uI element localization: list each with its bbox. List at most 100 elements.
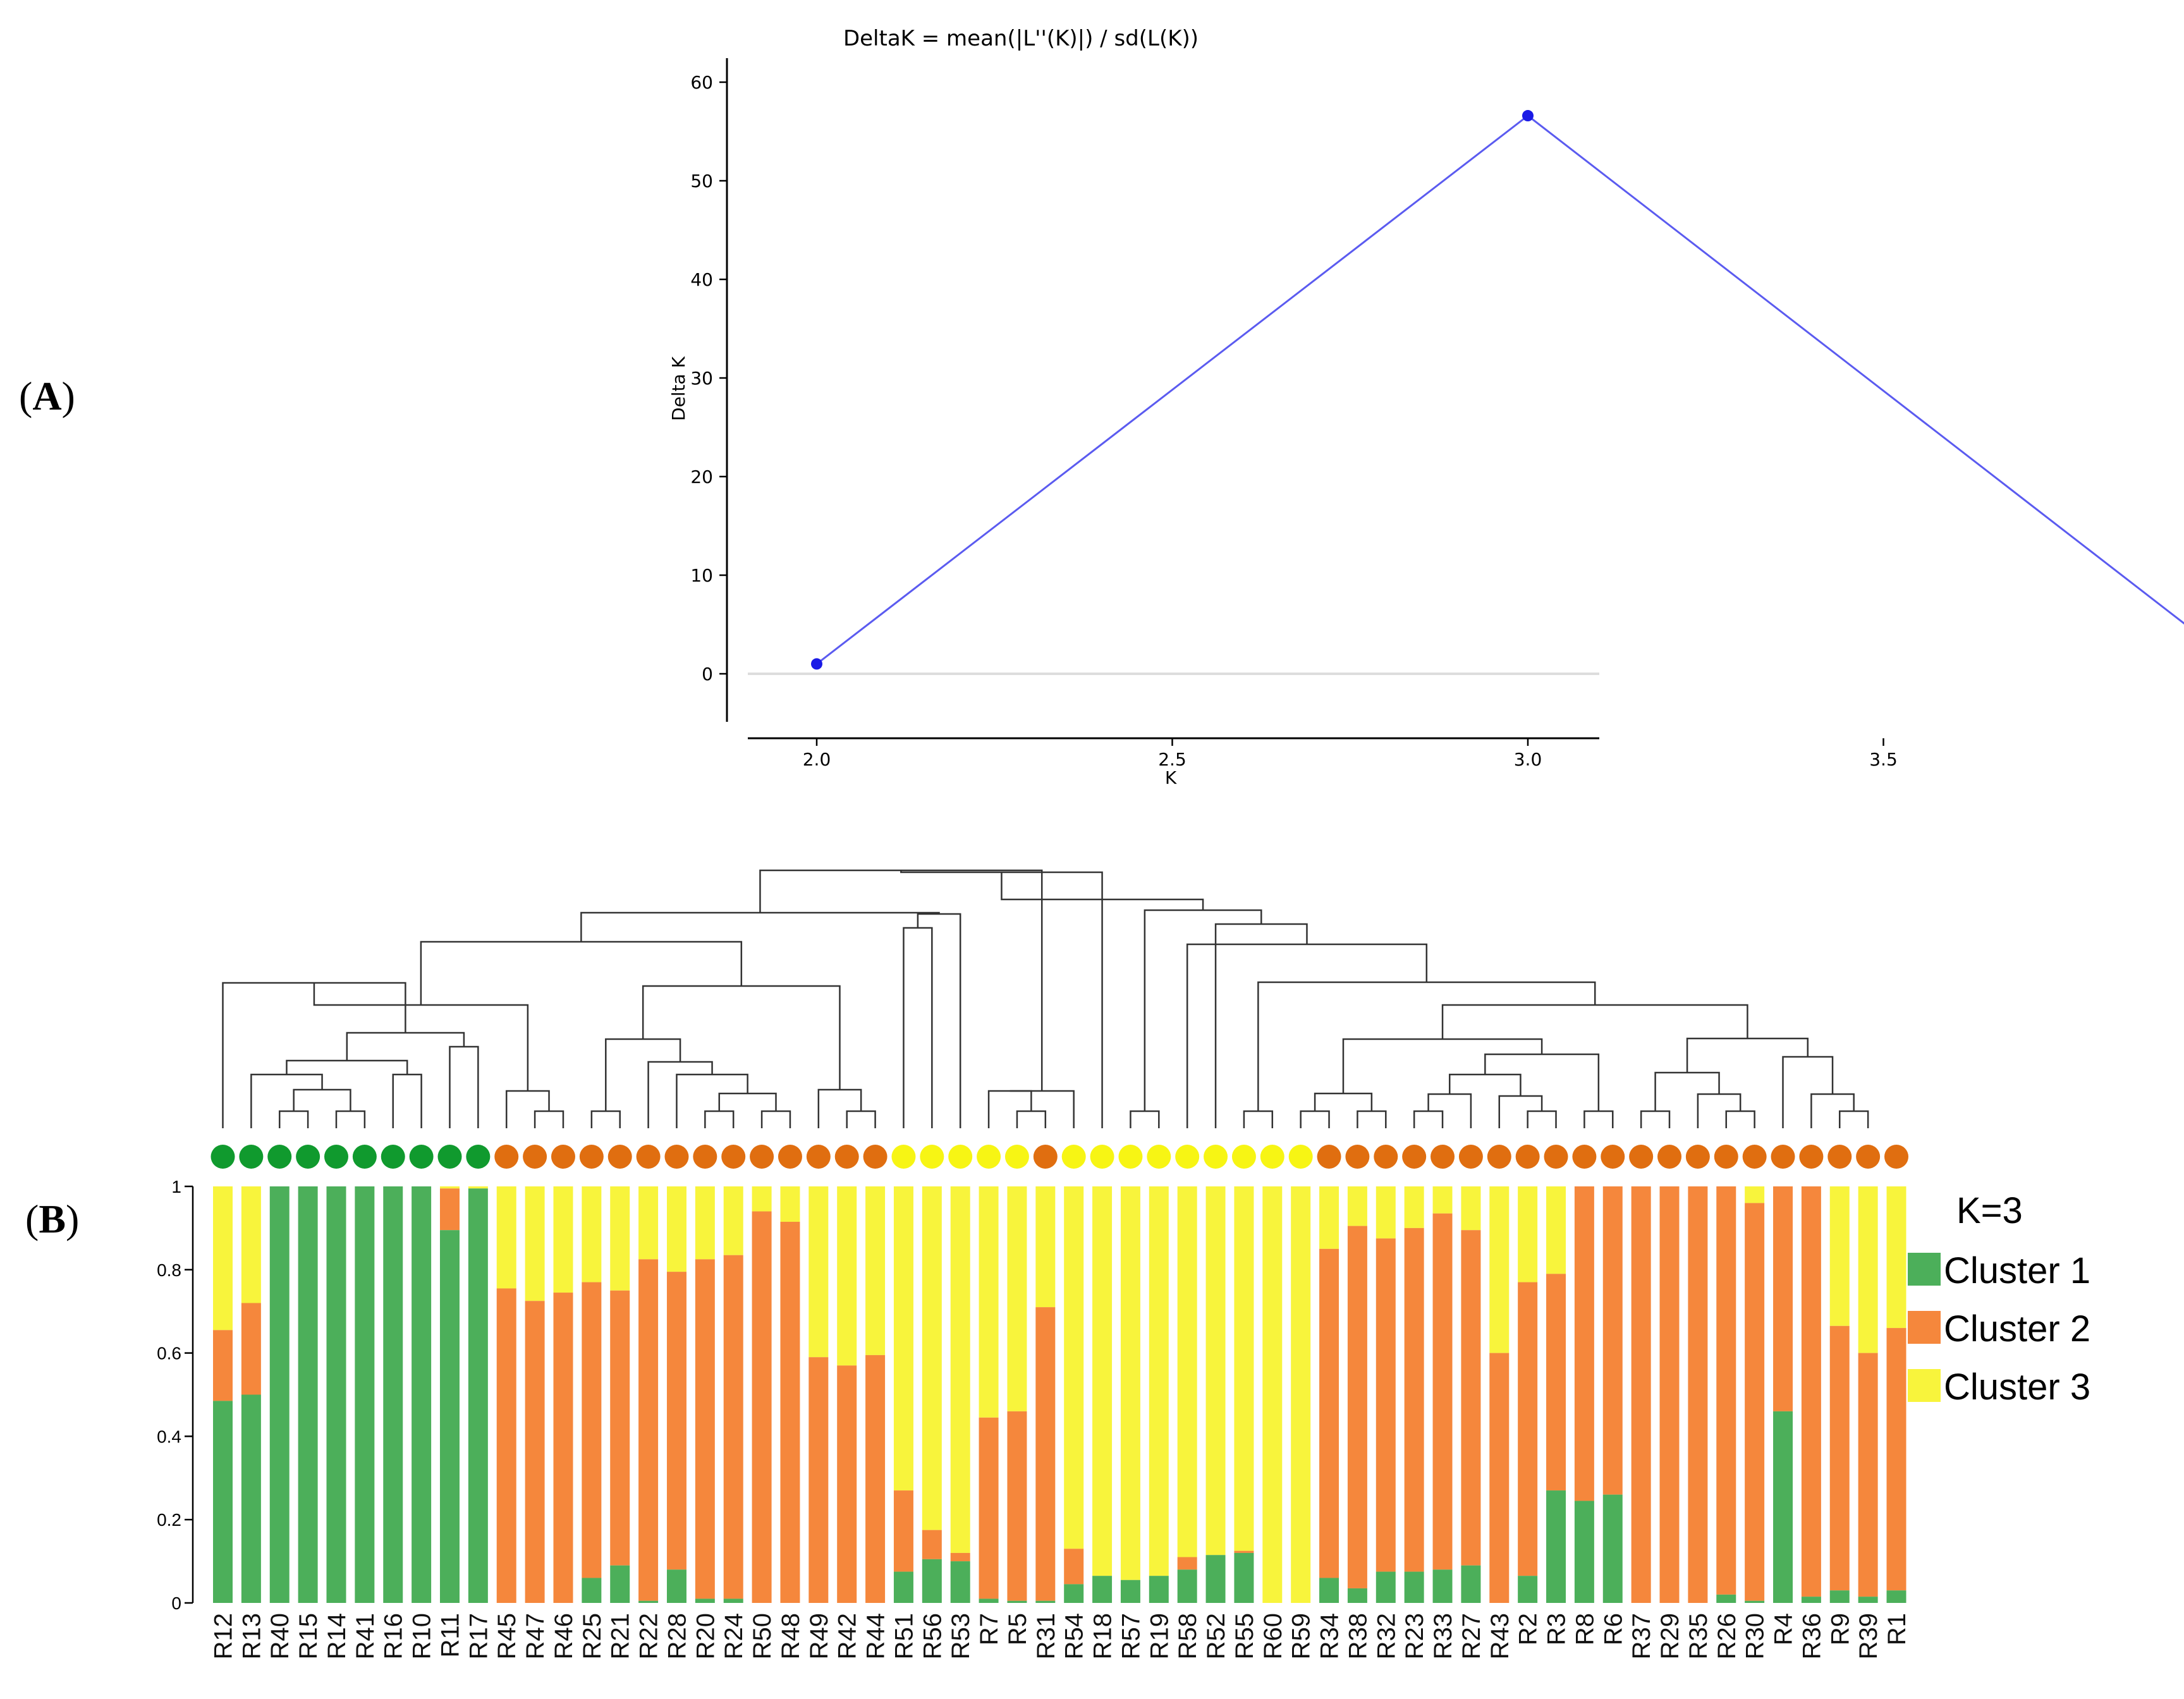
panel-label-b: (B) (25, 1197, 79, 1241)
sample-label: R19 (1145, 1613, 1173, 1659)
dendrogram-link (1640, 1110, 1671, 1128)
bar-segment-cluster-1 (468, 1188, 488, 1603)
group-marker (409, 1145, 434, 1169)
group-marker (607, 1145, 632, 1169)
dendrogram-link (1214, 923, 1308, 1128)
group-marker (1799, 1145, 1824, 1169)
bar-R6 (1602, 1186, 1623, 1603)
bar-R33 (1432, 1186, 1453, 1603)
sample-label: R7 (975, 1613, 1003, 1645)
y-tick-label: 0 (702, 664, 713, 685)
bar-R5 (1007, 1186, 1027, 1603)
group-marker (1657, 1145, 1682, 1169)
bar-segment-cluster-1 (269, 1186, 290, 1603)
bar-segment-cluster-1 (950, 1561, 970, 1603)
bar-segment-cluster-3 (1432, 1186, 1453, 1214)
bar-segment-cluster-3 (1518, 1186, 1538, 1282)
group-marker (721, 1145, 746, 1169)
bar-segment-cluster-1 (326, 1186, 346, 1603)
sample-label: R12 (210, 1613, 238, 1659)
dendrogram-link (534, 1110, 564, 1128)
bar-R48 (780, 1186, 800, 1603)
bar-segment-cluster-3 (1404, 1186, 1424, 1228)
group-marker (494, 1145, 519, 1169)
bar-segment-cluster-1 (1234, 1552, 1254, 1603)
dendrogram-link (817, 1088, 862, 1128)
group-marker (466, 1145, 491, 1169)
group-marker (1572, 1145, 1597, 1169)
dendrogram-link (987, 1090, 1032, 1128)
bar-R30 (1745, 1186, 1765, 1603)
sample-label: R6 (1599, 1613, 1627, 1645)
dendrogram-link (335, 1110, 366, 1128)
bar-segment-cluster-3 (1262, 1186, 1283, 1603)
bar-segment-cluster-2 (638, 1259, 659, 1601)
bar-R39 (1858, 1186, 1878, 1603)
legend-item-cluster-3: Cluster 3 (1908, 1367, 2090, 1408)
bar-R20 (695, 1186, 715, 1603)
bar-segment-cluster-1 (979, 1599, 999, 1603)
bar-segment-cluster-2 (1659, 1186, 1680, 1603)
bar-segment-cluster-2 (1688, 1186, 1708, 1603)
bar-R15 (298, 1186, 318, 1603)
bar-R47 (525, 1186, 545, 1603)
bar-R51 (893, 1186, 913, 1603)
bar-segment-cluster-3 (752, 1186, 772, 1212)
bar-segment-cluster-2 (582, 1282, 602, 1578)
bar-segment-cluster-1 (1886, 1590, 1906, 1603)
sample-label: R47 (522, 1613, 549, 1659)
group-marker (324, 1145, 348, 1169)
sample-label: R40 (266, 1613, 294, 1659)
bar-segment-cluster-3 (1234, 1186, 1254, 1551)
bar-segment-cluster-2 (1489, 1353, 1510, 1603)
dendrogram-link (293, 1088, 351, 1111)
legend-title: K=3 (1956, 1190, 2023, 1231)
bar-segment-cluster-3 (1205, 1186, 1226, 1556)
dendrogram-link (900, 870, 1103, 1128)
group-marker (1771, 1145, 1795, 1169)
bar-R7 (979, 1186, 999, 1603)
dendrogram-link (1839, 1110, 1869, 1128)
bar-segment-cluster-1 (1773, 1411, 1793, 1603)
bar-segment-cluster-1 (610, 1565, 630, 1603)
group-marker (834, 1145, 859, 1169)
bar-segment-cluster-2 (1007, 1411, 1027, 1601)
group-marker (636, 1145, 661, 1169)
sample-label: R11 (436, 1613, 464, 1657)
bar-R27 (1461, 1186, 1481, 1603)
bar-R14 (326, 1186, 346, 1603)
bar-segment-cluster-3 (893, 1186, 913, 1491)
dendrogram-link (1413, 1110, 1444, 1128)
y-tick-label: 20 (690, 466, 713, 487)
bar-segment-cluster-3 (922, 1186, 942, 1530)
bar-segment-cluster-3 (213, 1186, 233, 1331)
bar-R26 (1716, 1186, 1736, 1603)
group-marker (778, 1145, 802, 1169)
bar-segment-cluster-3 (525, 1186, 545, 1301)
sample-label: R26 (1713, 1613, 1741, 1659)
dendrogram-link (505, 1090, 550, 1128)
sample-label: R17 (465, 1613, 492, 1659)
group-marker (1374, 1145, 1398, 1169)
sample-label: R42 (834, 1613, 862, 1659)
bar-segment-cluster-3 (808, 1186, 829, 1358)
group-marker (381, 1145, 405, 1169)
legend-swatch (1908, 1253, 1941, 1286)
bar-segment-cluster-1 (1858, 1597, 1878, 1603)
sample-label: R13 (238, 1613, 265, 1659)
y-tick-label: 40 (690, 269, 713, 290)
y-tick-label: 0.2 (157, 1510, 181, 1530)
bar-segment-cluster-3 (610, 1186, 630, 1291)
y-tick-label: 10 (690, 565, 713, 586)
bar-segment-cluster-1 (1035, 1600, 1056, 1603)
bar-segment-cluster-1 (1574, 1501, 1594, 1603)
bar-segment-cluster-2 (1631, 1186, 1651, 1603)
bar-segment-cluster-2 (213, 1330, 233, 1401)
bar-segment-cluster-1 (1120, 1580, 1140, 1603)
bar-segment-cluster-2 (1432, 1213, 1453, 1570)
bar-segment-cluster-1 (1347, 1588, 1367, 1603)
bar-segment-cluster-2 (439, 1188, 460, 1231)
legend-swatch (1908, 1311, 1941, 1344)
bar-R13 (241, 1186, 261, 1603)
bar-segment-cluster-2 (979, 1417, 999, 1599)
